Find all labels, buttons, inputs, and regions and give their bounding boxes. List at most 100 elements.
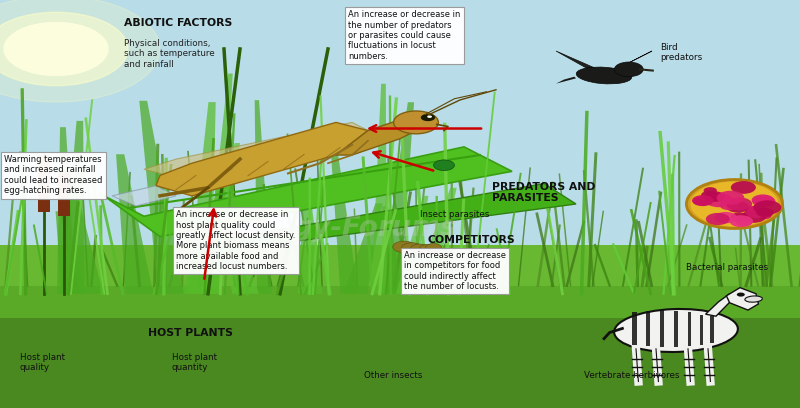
Polygon shape xyxy=(213,178,259,294)
Text: Vertebrate herbivores: Vertebrate herbivores xyxy=(584,371,679,380)
Circle shape xyxy=(419,244,437,253)
Polygon shape xyxy=(144,122,368,177)
Polygon shape xyxy=(674,311,678,347)
Circle shape xyxy=(426,244,442,252)
Polygon shape xyxy=(371,84,387,294)
Text: ABIOTIC FACTORS: ABIOTIC FACTORS xyxy=(124,18,232,29)
Circle shape xyxy=(402,243,422,253)
Circle shape xyxy=(757,211,772,219)
Circle shape xyxy=(686,180,782,228)
Polygon shape xyxy=(632,312,637,345)
Ellipse shape xyxy=(430,162,446,166)
Circle shape xyxy=(735,217,753,226)
Circle shape xyxy=(731,213,748,221)
Polygon shape xyxy=(112,186,176,206)
Text: HOST PLANTS: HOST PLANTS xyxy=(148,328,233,339)
Ellipse shape xyxy=(745,296,762,302)
Polygon shape xyxy=(62,121,84,294)
Ellipse shape xyxy=(614,309,738,352)
Polygon shape xyxy=(612,51,652,71)
Circle shape xyxy=(0,0,160,102)
Circle shape xyxy=(726,201,749,213)
Polygon shape xyxy=(330,131,358,294)
Circle shape xyxy=(730,215,753,227)
Text: Insect parasites: Insect parasites xyxy=(420,210,490,219)
Text: Physical conditions,
such as temperature
and rainfall: Physical conditions, such as temperature… xyxy=(124,39,214,69)
Text: Bird
predators: Bird predators xyxy=(660,43,702,62)
Polygon shape xyxy=(660,310,664,347)
Polygon shape xyxy=(139,101,184,294)
Polygon shape xyxy=(181,183,227,294)
Polygon shape xyxy=(379,102,414,294)
Circle shape xyxy=(393,241,415,253)
Circle shape xyxy=(703,187,717,194)
Text: COMPETITORS: COMPETITORS xyxy=(428,235,516,245)
Circle shape xyxy=(694,197,710,206)
Polygon shape xyxy=(556,51,596,73)
Circle shape xyxy=(394,111,438,134)
Text: Host plant
quantity: Host plant quantity xyxy=(172,353,217,373)
Ellipse shape xyxy=(576,67,632,84)
Polygon shape xyxy=(688,312,691,346)
Circle shape xyxy=(754,200,782,215)
Polygon shape xyxy=(55,211,86,294)
Polygon shape xyxy=(298,198,322,294)
Circle shape xyxy=(737,293,745,297)
Circle shape xyxy=(0,12,128,86)
Polygon shape xyxy=(0,277,800,408)
Circle shape xyxy=(421,114,435,121)
Polygon shape xyxy=(0,0,800,277)
Ellipse shape xyxy=(442,164,454,169)
Text: An increase or decrease in
the number of predators
or parasites could cause
fluc: An increase or decrease in the number of… xyxy=(348,10,460,61)
Polygon shape xyxy=(0,245,800,286)
Circle shape xyxy=(745,206,770,218)
Circle shape xyxy=(719,201,738,210)
Polygon shape xyxy=(710,316,714,343)
Polygon shape xyxy=(646,311,650,346)
Polygon shape xyxy=(204,73,233,294)
Polygon shape xyxy=(38,155,50,212)
Circle shape xyxy=(705,193,733,207)
Polygon shape xyxy=(58,171,70,216)
Circle shape xyxy=(410,244,430,254)
Text: Biology-Forums: Biology-Forums xyxy=(214,215,458,242)
Circle shape xyxy=(434,160,454,171)
Text: Bacterial parasites: Bacterial parasites xyxy=(686,263,769,272)
Polygon shape xyxy=(344,203,382,294)
Circle shape xyxy=(756,208,774,217)
Polygon shape xyxy=(706,294,736,316)
Text: Host plant
quality: Host plant quality xyxy=(20,353,65,373)
Text: An increase or decrease
in competitors for food
could indirectly affect
the numb: An increase or decrease in competitors f… xyxy=(404,251,506,291)
Circle shape xyxy=(714,212,737,223)
Circle shape xyxy=(614,62,643,77)
Polygon shape xyxy=(396,196,429,294)
Polygon shape xyxy=(254,100,272,294)
Polygon shape xyxy=(57,127,76,294)
Circle shape xyxy=(706,213,730,225)
Circle shape xyxy=(726,197,752,211)
Polygon shape xyxy=(556,77,576,84)
Circle shape xyxy=(427,115,432,118)
Circle shape xyxy=(690,182,778,226)
Circle shape xyxy=(753,195,775,207)
Circle shape xyxy=(717,191,744,205)
Polygon shape xyxy=(62,166,103,294)
Circle shape xyxy=(701,191,718,200)
Polygon shape xyxy=(156,122,368,196)
Circle shape xyxy=(751,194,774,206)
Polygon shape xyxy=(411,188,457,294)
Polygon shape xyxy=(160,184,576,253)
Polygon shape xyxy=(187,102,216,294)
Polygon shape xyxy=(104,147,512,237)
Text: Warming temperatures
and increased rainfall
could lead to increased
egg-hatching: Warming temperatures and increased rainf… xyxy=(4,155,102,195)
Polygon shape xyxy=(382,206,402,294)
Polygon shape xyxy=(336,114,432,155)
Polygon shape xyxy=(726,288,758,310)
Circle shape xyxy=(744,206,757,213)
Circle shape xyxy=(704,191,725,202)
Text: PREDATORS AND
PARASITES: PREDATORS AND PARASITES xyxy=(492,182,595,203)
Circle shape xyxy=(741,210,766,223)
Text: An increase or decrease in
host plant quality could
greatly affect locust densit: An increase or decrease in host plant qu… xyxy=(176,210,295,271)
Text: Other insects: Other insects xyxy=(364,371,422,380)
Circle shape xyxy=(731,181,756,194)
